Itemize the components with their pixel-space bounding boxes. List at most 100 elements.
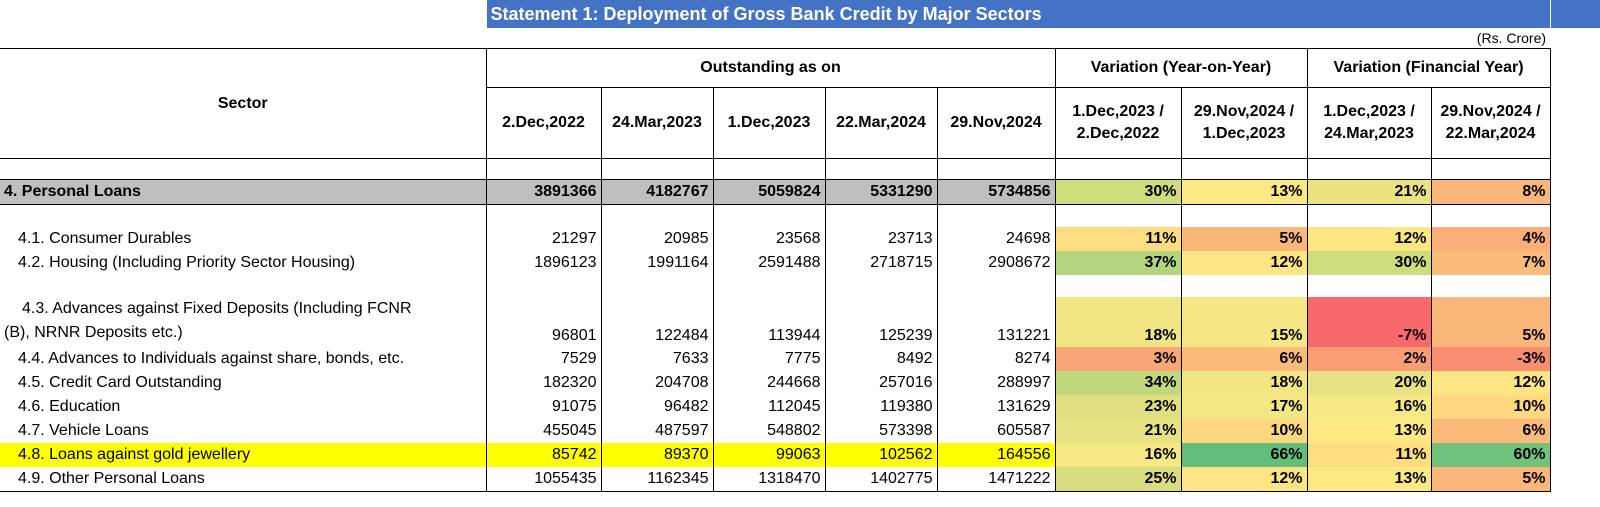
value-cell: 89370	[601, 443, 714, 467]
variation-cell: 11%	[1054, 227, 1182, 251]
date-header: 24.Mar,2023	[601, 87, 714, 159]
variation-cell: 12%	[1180, 251, 1308, 275]
variation-cell: 34%	[1054, 371, 1182, 395]
table-row: 4.3. Advances against Fixed Deposits (In…	[0, 297, 1600, 347]
value-cell: 99063	[713, 443, 826, 467]
value-cell: 182320	[486, 371, 602, 395]
value-cell: 102562	[825, 443, 938, 467]
row-label: 4.3. Advances against Fixed Deposits (In…	[0, 297, 487, 347]
variation-cell: 6%	[1180, 347, 1308, 371]
value-cell: 125239	[825, 297, 938, 347]
value-cell: 573398	[825, 419, 938, 443]
credit-statement-table: Statement 1: Deployment of Gross Bank Cr…	[0, 0, 1600, 492]
variation-cell: 5%	[1430, 467, 1551, 492]
variation-cell: 5%	[1430, 297, 1551, 347]
variation-cell: 3%	[1054, 347, 1182, 371]
value-cell: 2908672	[937, 251, 1056, 275]
outstanding-header: Outstanding as on	[486, 48, 1056, 88]
date-header: 22.Mar,2024	[825, 87, 938, 159]
variation-cell: 66%	[1180, 443, 1308, 467]
variation-cell: 13%	[1306, 419, 1432, 443]
variation-cell: 25%	[1054, 467, 1182, 492]
value-cell: 24698	[937, 227, 1056, 251]
variation-cell: 20%	[1306, 371, 1432, 395]
variation-cell: 18%	[1180, 371, 1308, 395]
value-cell: 244668	[713, 371, 826, 395]
value-cell: 113944	[713, 297, 826, 347]
variation-cell: 12%	[1180, 467, 1308, 492]
value-cell: 131221	[937, 297, 1056, 347]
unit-label: (Rs. Crore)	[1476, 30, 1547, 46]
fy-period-header: 29.Nov,2024 /22.Mar,2024	[1431, 87, 1551, 159]
variation-cell: 16%	[1054, 443, 1182, 467]
variation-cell: 15%	[1180, 297, 1308, 347]
value-cell: 119380	[825, 395, 938, 419]
value-cell: 1318470	[713, 467, 826, 492]
table-row: 4.9. Other Personal Loans 1055435 1162345 1…	[0, 467, 1600, 492]
variation-cell: -7%	[1306, 297, 1432, 347]
value-cell: 112045	[713, 395, 826, 419]
variation-fy-header: Variation (Financial Year)	[1307, 48, 1551, 88]
value-cell: 131629	[937, 395, 1056, 419]
variation-cell: -3%	[1430, 347, 1551, 371]
row-label: 4.7. Vehicle Loans	[0, 419, 487, 443]
sector-header: Sector	[0, 48, 487, 159]
variation-cell: 23%	[1054, 395, 1182, 419]
variation-cell: 4%	[1430, 227, 1551, 251]
value-cell: 122484	[601, 297, 714, 347]
value-cell: 455045	[486, 419, 602, 443]
value-cell: 1055435	[486, 467, 602, 492]
variation-yoy-header: Variation (Year-on-Year)	[1055, 48, 1308, 88]
variation-cell: 6%	[1430, 419, 1551, 443]
variation-cell: 13%	[1306, 467, 1432, 492]
value-cell: 23568	[713, 227, 826, 251]
variation-cell: 5%	[1180, 227, 1308, 251]
variation-cell: 11%	[1306, 443, 1432, 467]
row-label: 4. Personal Loans	[0, 179, 487, 205]
value-cell: 1162345	[601, 467, 714, 492]
row-label: 4.2. Housing (Including Priority Sector …	[0, 251, 487, 275]
row-label: 4.4. Advances to Individuals against sha…	[0, 347, 487, 371]
fy-period-header: 1.Dec,2023 /24.Mar,2023	[1307, 87, 1432, 159]
variation-cell: 10%	[1180, 419, 1308, 443]
row-label: 4.5. Credit Card Outstanding	[0, 371, 487, 395]
table-row: 4.8. Loans against gold jewellery 85742 89…	[0, 443, 1600, 467]
variation-cell: 30%	[1306, 251, 1432, 275]
variation-cell: 12%	[1430, 371, 1551, 395]
value-cell: 96801	[486, 297, 602, 347]
value-cell: 85742	[486, 443, 602, 467]
yoy-period-header: 1.Dec,2023 /2.Dec,2022	[1055, 87, 1182, 159]
row-label: 4.6. Education	[0, 395, 487, 419]
variation-cell: 18%	[1054, 297, 1182, 347]
date-header: 29.Nov,2024	[937, 87, 1056, 159]
value-cell: 1471222	[937, 467, 1056, 492]
table-row: 4.5. Credit Card Outstanding 182320 204708…	[0, 371, 1600, 395]
value-cell: 8492	[825, 347, 938, 371]
value-cell: 1896123	[486, 251, 602, 275]
variation-cell: 21%	[1054, 419, 1182, 443]
value-cell: 204708	[601, 371, 714, 395]
variation-cell: 16%	[1306, 395, 1432, 419]
statement-title: Statement 1: Deployment of Gross Bank Cr…	[485, 0, 1551, 28]
personal-loans-row: 4. Personal Loans 3891366 4182767 505982…	[0, 179, 1600, 205]
row-label: 4.9. Other Personal Loans	[0, 467, 487, 492]
date-header: 2.Dec,2022	[486, 87, 602, 159]
value-cell: 605587	[937, 419, 1056, 443]
value-cell: 2718715	[825, 251, 938, 275]
date-header: 1.Dec,2023	[713, 87, 826, 159]
variation-cell: 60%	[1430, 443, 1551, 467]
table-row: 4.1. Consumer Durables 21297 20985 23568 237…	[0, 227, 1600, 251]
yoy-period-header: 29.Nov,2024 /1.Dec,2023	[1181, 87, 1308, 159]
variation-cell: 37%	[1054, 251, 1182, 275]
value-cell: 91075	[486, 395, 602, 419]
value-cell: 487597	[601, 419, 714, 443]
value-cell: 20985	[601, 227, 714, 251]
value-cell: 1991164	[601, 251, 714, 275]
value-cell: 548802	[713, 419, 826, 443]
value-cell: 257016	[825, 371, 938, 395]
row-label: 4.8. Loans against gold jewellery	[0, 443, 487, 467]
value-cell: 7529	[486, 347, 602, 371]
value-cell: 8274	[937, 347, 1056, 371]
variation-cell: 7%	[1430, 251, 1551, 275]
value-cell: 7775	[713, 347, 826, 371]
